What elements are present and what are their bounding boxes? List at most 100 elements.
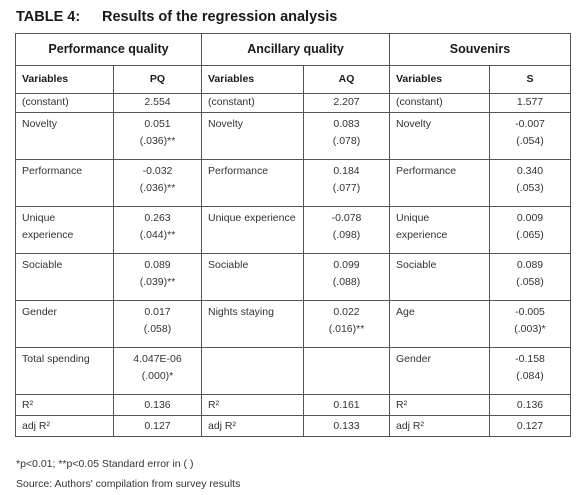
group-header-row: Performance quality Ancillary quality So… xyxy=(15,33,571,66)
coefficient-value: 4.047E-06 xyxy=(133,353,182,365)
coefficient-value: -0.005 xyxy=(515,306,545,318)
source-note: Source: Authors' compilation from survey… xyxy=(16,478,241,490)
group-performance-quality: Performance quality xyxy=(15,33,202,66)
variable-cell: Unique experience xyxy=(389,206,490,254)
coefficient-value: 0.089 xyxy=(144,259,171,271)
coefficient-cell: 0.089 (.039)** xyxy=(113,253,202,301)
column-header-row: Variables PQ Variables AQ Variables S xyxy=(15,65,571,94)
coefficient-cell: -0.007 (.054) xyxy=(489,112,571,160)
coefficient-cell: 0.340 (.053) xyxy=(489,159,571,207)
table-title: TABLE 4: Results of the regression analys… xyxy=(16,9,337,25)
coefficient-value: 0.127 xyxy=(144,419,171,432)
header-aq: AQ xyxy=(303,65,390,94)
coefficient-cell: 0.083 (.078) xyxy=(303,112,390,160)
coefficient-value: 0.127 xyxy=(516,419,544,432)
coefficient-cell: 1.577 xyxy=(489,93,571,113)
footnote: *p<0.01; **p<0.05 Standard error in ( ) xyxy=(16,458,194,470)
regression-table: Performance quality Ancillary quality So… xyxy=(15,33,571,437)
standard-error: (.036)** xyxy=(139,135,176,147)
coefficient-cell: 0.136 xyxy=(113,394,202,416)
coefficient-value: 2.207 xyxy=(333,96,360,108)
header-pq: PQ xyxy=(113,65,202,94)
coefficient-cell: -0.078 (.098) xyxy=(303,206,390,254)
coefficient-cell: 0.099 (.088) xyxy=(303,253,390,301)
coefficient-value: 0.340 xyxy=(516,165,544,177)
variable-cell xyxy=(201,347,304,395)
variable-cell: (constant) xyxy=(201,93,304,113)
coefficient-cell: 0.127 xyxy=(489,415,571,437)
standard-error: (.078) xyxy=(332,135,361,147)
table-row: Gender 0.017 (.058) Nights staying 0.022 (.01… xyxy=(15,300,571,348)
variable-cell: Nights staying xyxy=(201,300,304,348)
standard-error: (.036)** xyxy=(139,182,176,194)
variable-cell: Novelty xyxy=(389,112,490,160)
variable-cell: Sociable xyxy=(389,253,490,301)
table-row: Total spending 4.047E-06 (.000)* Gender -0.1… xyxy=(15,347,571,395)
table-row: (constant) 2.554 (constant) 2.207 (constant)… xyxy=(15,93,571,113)
variable-cell: Performance xyxy=(389,159,490,207)
group-ancillary-quality: Ancillary quality xyxy=(201,33,390,66)
standard-error: (.058) xyxy=(143,323,172,335)
variable-cell: Unique experience xyxy=(15,206,114,254)
variable-cell: Total spending xyxy=(15,347,114,395)
variable-cell: R² xyxy=(389,394,490,416)
coefficient-value: 0.133 xyxy=(333,419,360,432)
variable-cell: Age xyxy=(389,300,490,348)
coefficient-value: 0.017 xyxy=(144,306,171,318)
table-number: TABLE 4: xyxy=(16,9,81,25)
coefficient-value: 0.136 xyxy=(516,398,544,411)
coefficient-value: 0.136 xyxy=(144,398,171,411)
coefficient-cell: 2.554 xyxy=(113,93,202,113)
coefficient-cell: 0.089 (.058) xyxy=(489,253,571,301)
table-row: Sociable 0.089 (.039)** Sociable 0.099 (.088)… xyxy=(15,253,571,301)
coefficient-value: 0.099 xyxy=(333,259,360,271)
coefficient-value: -0.078 xyxy=(331,212,362,224)
coefficient-value: -0.007 xyxy=(515,118,545,130)
variable-cell: Unique experience xyxy=(201,206,304,254)
table-row: R² 0.136 R² 0.161 R² 0.136 xyxy=(15,394,571,416)
variable-cell: R² xyxy=(15,394,114,416)
standard-error: (.084) xyxy=(516,370,544,382)
coefficient-cell: 4.047E-06 (.000)* xyxy=(113,347,202,395)
standard-error: (.016)** xyxy=(328,323,365,335)
coefficient-cell: 0.127 xyxy=(113,415,202,437)
standard-error: (.058) xyxy=(516,276,544,288)
coefficient-value: 1.577 xyxy=(516,96,544,108)
coefficient-value: -0.158 xyxy=(515,353,545,365)
coefficient-cell: 0.161 xyxy=(303,394,390,416)
group-souvenirs: Souvenirs xyxy=(389,33,571,66)
variable-cell: Sociable xyxy=(15,253,114,301)
coefficient-cell: -0.005 (.003)* xyxy=(489,300,571,348)
variable-cell: Performance xyxy=(15,159,114,207)
coefficient-cell: -0.032 (.036)** xyxy=(113,159,202,207)
variable-cell: (constant) xyxy=(15,93,114,113)
coefficient-value: 0.083 xyxy=(333,118,360,130)
table-row: Novelty 0.051 (.036)** Novelty 0.083 (.078) No… xyxy=(15,112,571,160)
variable-cell: R² xyxy=(201,394,304,416)
coefficient-cell: 0.184 (.077) xyxy=(303,159,390,207)
variable-cell: Gender xyxy=(15,300,114,348)
table-caption: Results of the regression analysis xyxy=(102,9,338,25)
table-row: adj R² 0.127 adj R² 0.133 adj R² 0.127 xyxy=(15,415,571,437)
coefficient-cell: -0.158 (.084) xyxy=(489,347,571,395)
variable-cell: Novelty xyxy=(15,112,114,160)
coefficient-cell xyxy=(303,347,390,395)
standard-error: (.000)* xyxy=(141,370,174,382)
header-variables: Variables xyxy=(201,65,304,94)
standard-error: (.077) xyxy=(332,182,361,194)
coefficient-value: 0.009 xyxy=(516,212,544,224)
coefficient-value: 0.161 xyxy=(333,398,360,411)
table-row: Unique experience 0.263 (.044)** Unique exp… xyxy=(15,206,571,254)
standard-error: (.065) xyxy=(516,229,544,241)
header-variables: Variables xyxy=(389,65,490,94)
coefficient-value: 0.263 xyxy=(144,212,171,224)
variable-cell: Gender xyxy=(389,347,490,395)
coefficient-value: -0.032 xyxy=(142,165,173,177)
coefficient-value: 0.089 xyxy=(516,259,544,271)
coefficient-value: 0.022 xyxy=(333,306,360,318)
coefficient-value: 0.051 xyxy=(144,118,171,130)
coefficient-cell: 0.009 (.065) xyxy=(489,206,571,254)
coefficient-cell: 2.207 xyxy=(303,93,390,113)
variable-cell: Sociable xyxy=(201,253,304,301)
variable-cell: adj R² xyxy=(15,415,114,437)
